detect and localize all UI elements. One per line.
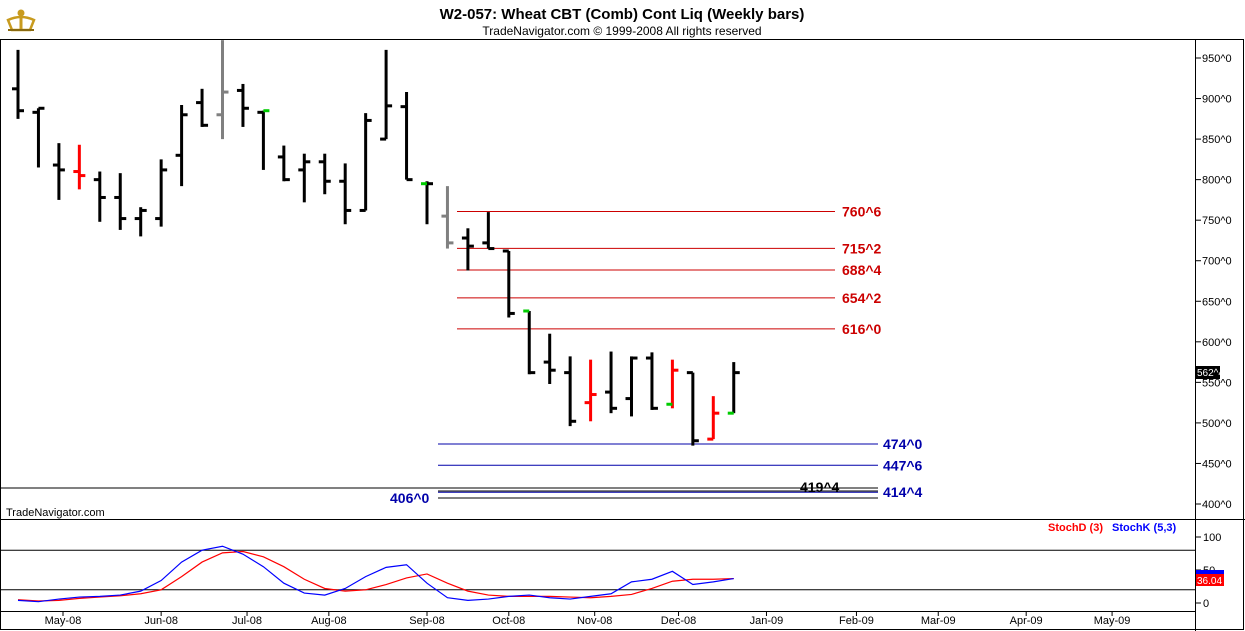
x-tick-label: Oct-08	[492, 615, 525, 627]
x-tick-label: Jan-09	[750, 615, 784, 627]
chart-title: W2-057: Wheat CBT (Comb) Cont Liq (Weekl…	[440, 6, 805, 23]
ohlc-bar	[482, 212, 495, 251]
y-tick-label: 900^0	[1202, 94, 1232, 106]
legend-stochd: StochD (3)	[1048, 522, 1103, 534]
y-tick-label: 700^0	[1202, 256, 1232, 268]
stoch-lines	[17, 545, 734, 603]
x-tick-label: May-08	[45, 615, 82, 627]
ohlc-bar	[216, 40, 229, 140]
ohlc-bars	[12, 40, 740, 446]
ohlc-bar	[707, 396, 720, 441]
left-level-label: 406^0	[390, 490, 430, 506]
ohlc-bar	[114, 173, 127, 230]
ohlc-bar	[543, 333, 556, 384]
y-tick-label: 450^0	[1202, 458, 1232, 470]
stoch-badge-text: 36.04	[1197, 576, 1222, 587]
support-label: 447^6	[883, 457, 923, 473]
x-tick-label: Nov-08	[577, 615, 612, 627]
watermark: TradeNavigator.com	[6, 507, 105, 519]
ohlc-bar	[257, 109, 270, 170]
ohlc-bar	[52, 143, 65, 200]
stoch-series-line	[17, 545, 734, 603]
ohlc-bar	[686, 371, 699, 446]
ohlc-bar	[277, 145, 290, 182]
resistance-label: 760^6	[842, 203, 882, 219]
stoch-grid	[0, 549, 1195, 591]
ohlc-bar	[605, 351, 618, 414]
y-tick-label: 400^0	[1202, 499, 1232, 511]
chart-copyright: TradeNavigator.com © 1999-2008 All right…	[482, 24, 761, 38]
ohlc-bar	[584, 359, 597, 422]
resistance-label: 616^0	[842, 321, 882, 337]
ohlc-bar	[339, 163, 352, 225]
y-tick-label: 500^0	[1202, 418, 1232, 430]
price-levels: 760^6 715^2 688^4 654^2 616^0 474^0 447^6 414^4…	[0, 203, 923, 506]
tradenavigator-logo-icon	[6, 4, 36, 34]
ohlc-bar	[73, 144, 86, 190]
x-tick-label: Dec-08	[661, 615, 696, 627]
ohlc-bar	[625, 356, 638, 417]
ohlc-bar	[380, 49, 393, 141]
y-tick-label: 650^0	[1202, 296, 1232, 308]
y-tick-label: 800^0	[1202, 175, 1232, 187]
y-tick-label: 950^0	[1202, 53, 1232, 65]
price-y-axis: 950^0 900^0 850^0 800^0 750^0 700^0 650^0 600^0…	[1195, 53, 1232, 511]
legend-stochk: StochK (5,3)	[1112, 522, 1177, 534]
chart-frame	[0, 39, 1244, 630]
ohlc-bar	[502, 249, 515, 318]
black-level-label: 419^4	[800, 479, 840, 495]
ohlc-bar	[359, 113, 372, 212]
ohlc-bar	[564, 356, 577, 427]
resistance-label: 688^4	[842, 262, 882, 278]
ohlc-bar	[298, 153, 311, 203]
last-price-badge: 562^4	[1196, 366, 1224, 379]
x-tick-label: Jun-08	[144, 615, 178, 627]
ohlc-bar	[645, 352, 658, 410]
x-tick-label: Feb-09	[839, 615, 874, 627]
x-tick-label: Apr-09	[1010, 615, 1043, 627]
ohlc-bar	[93, 171, 106, 222]
y-tick-label: 600^0	[1202, 337, 1232, 349]
ohlc-bar	[155, 159, 168, 227]
ohlc-bar	[196, 88, 209, 127]
x-tick-label: Jul-08	[232, 615, 262, 627]
ohlc-bar	[421, 181, 433, 225]
x-tick-label: Aug-08	[311, 615, 346, 627]
y-tick-label: 850^0	[1202, 134, 1232, 146]
ohlc-bar	[727, 362, 740, 415]
x-tick-label: May-09	[1094, 615, 1131, 627]
ohlc-bar	[441, 186, 454, 249]
resistance-label: 654^2	[842, 290, 882, 306]
ohlc-bar	[12, 49, 24, 119]
y-tick-label: 750^0	[1202, 215, 1232, 227]
support-label: 414^4	[883, 484, 923, 500]
x-tick-label: Sep-08	[409, 615, 444, 627]
ohlc-bar	[400, 92, 413, 182]
ohlc-bar	[666, 359, 679, 409]
ohlc-bar	[175, 105, 188, 187]
stoch-series-line	[17, 550, 734, 602]
ohlc-bar	[236, 83, 249, 127]
stoch-y-tick-label: 0	[1203, 598, 1209, 610]
ohlc-bar	[318, 153, 331, 195]
time-x-axis: May-08 Jun-08 Jul-08 Aug-08 Sep-08 Oct-08 Nov-…	[45, 611, 1131, 627]
stoch-y-tick-label: 100	[1203, 532, 1221, 544]
ohlc-bar	[32, 106, 45, 168]
x-tick-label: Mar-09	[921, 615, 956, 627]
stoch-legend: StochD (3) StochK (5,3)	[1048, 522, 1177, 534]
resistance-label: 715^2	[842, 240, 882, 256]
support-label: 474^0	[883, 436, 923, 452]
y-tick-label: 550^0	[1202, 377, 1232, 389]
ohlc-bar	[523, 309, 536, 375]
ohlc-bar	[461, 228, 474, 271]
stoch-badge: 36.04	[1196, 570, 1224, 587]
last-price-badge-text: 562^4	[1197, 368, 1224, 379]
ohlc-bar	[134, 207, 147, 237]
